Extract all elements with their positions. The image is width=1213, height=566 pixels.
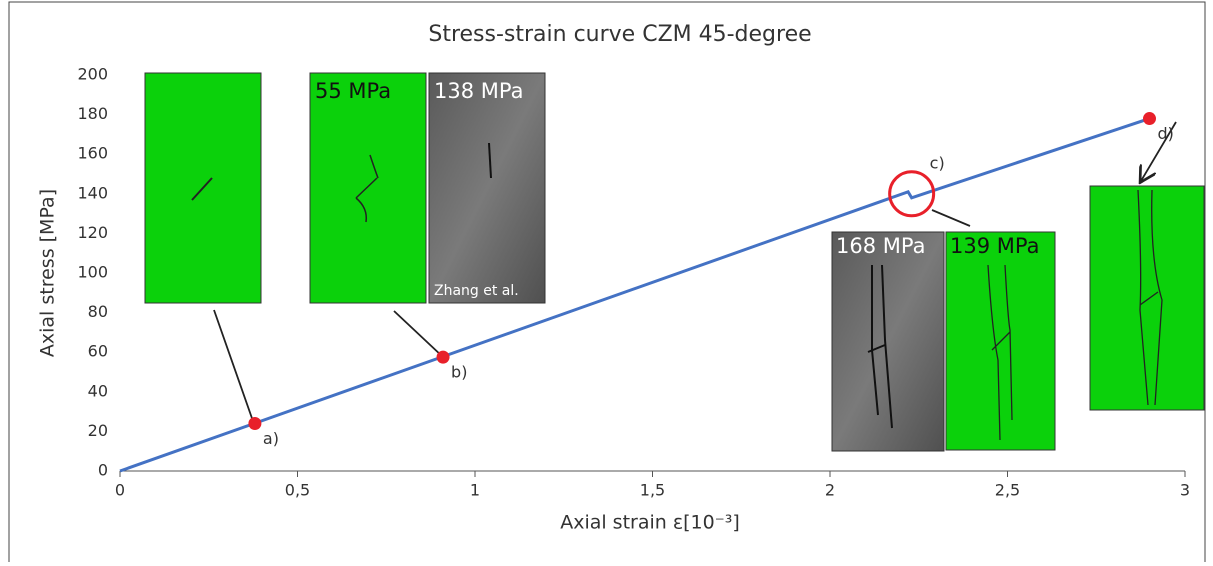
- y-tick-label: 200: [77, 65, 108, 84]
- highlight-circle: [888, 170, 936, 218]
- inset-label: 139 MPa: [950, 234, 1039, 258]
- x-tick-label: 2: [825, 481, 835, 500]
- crack: [355, 154, 379, 223]
- line: [119, 117, 1150, 473]
- x-tick-label: 1,5: [640, 481, 665, 500]
- inset-image: [428, 72, 546, 304]
- inset-image: [831, 231, 945, 452]
- marker-label: d): [1158, 124, 1174, 143]
- inset-label: 138 MPa: [434, 79, 523, 103]
- marker-label: a): [263, 429, 279, 448]
- y-tick-label: 80: [88, 302, 108, 321]
- y-tick-label: 20: [88, 421, 108, 440]
- inset-image: [309, 72, 427, 304]
- marker: [1143, 112, 1156, 126]
- frame: [8, 1, 1206, 562]
- marker: [436, 350, 450, 364]
- y-tick-label: 140: [77, 183, 108, 202]
- marker-label: b): [451, 363, 467, 382]
- marker: [248, 416, 262, 430]
- inset-label: Zhang et al.: [434, 283, 519, 299]
- y-tick-label: 60: [88, 342, 108, 361]
- x-tick-label: 1: [470, 481, 480, 500]
- crack: [191, 177, 213, 201]
- y-tick-label: 160: [77, 144, 108, 163]
- y-tick-label: 100: [77, 263, 108, 282]
- chart-title: Stress-strain curve CZM 45-degree: [428, 22, 811, 47]
- insets: 55 MPa 138 MPa Zhang et al. 168 MPa 139 …: [144, 72, 1205, 452]
- crack: [987, 264, 1013, 441]
- arrow: [213, 121, 1177, 425]
- crack: [1137, 189, 1163, 406]
- crack: [488, 142, 492, 179]
- x-tick-label: 2,5: [995, 481, 1020, 500]
- y-tick-label: 120: [77, 223, 108, 242]
- inset-label: 168 MPa: [836, 234, 925, 258]
- crack: [867, 264, 893, 429]
- x-tick-label: 3: [1180, 481, 1190, 500]
- x-tick-label: 0: [115, 481, 125, 500]
- y-axis-label: Axial stress [MPa]: [37, 189, 59, 357]
- x-axis-label: Axial strain ε[10⁻³]: [560, 512, 740, 534]
- x-tick-label: 0,5: [285, 481, 310, 500]
- y-tick-label: 180: [77, 104, 108, 123]
- y-tick-label: 0: [98, 461, 108, 480]
- circle-label: c): [930, 153, 945, 172]
- inset-label: 55 MPa: [315, 79, 391, 103]
- inset-image: [1089, 185, 1205, 411]
- y-tick-label: 40: [88, 381, 108, 400]
